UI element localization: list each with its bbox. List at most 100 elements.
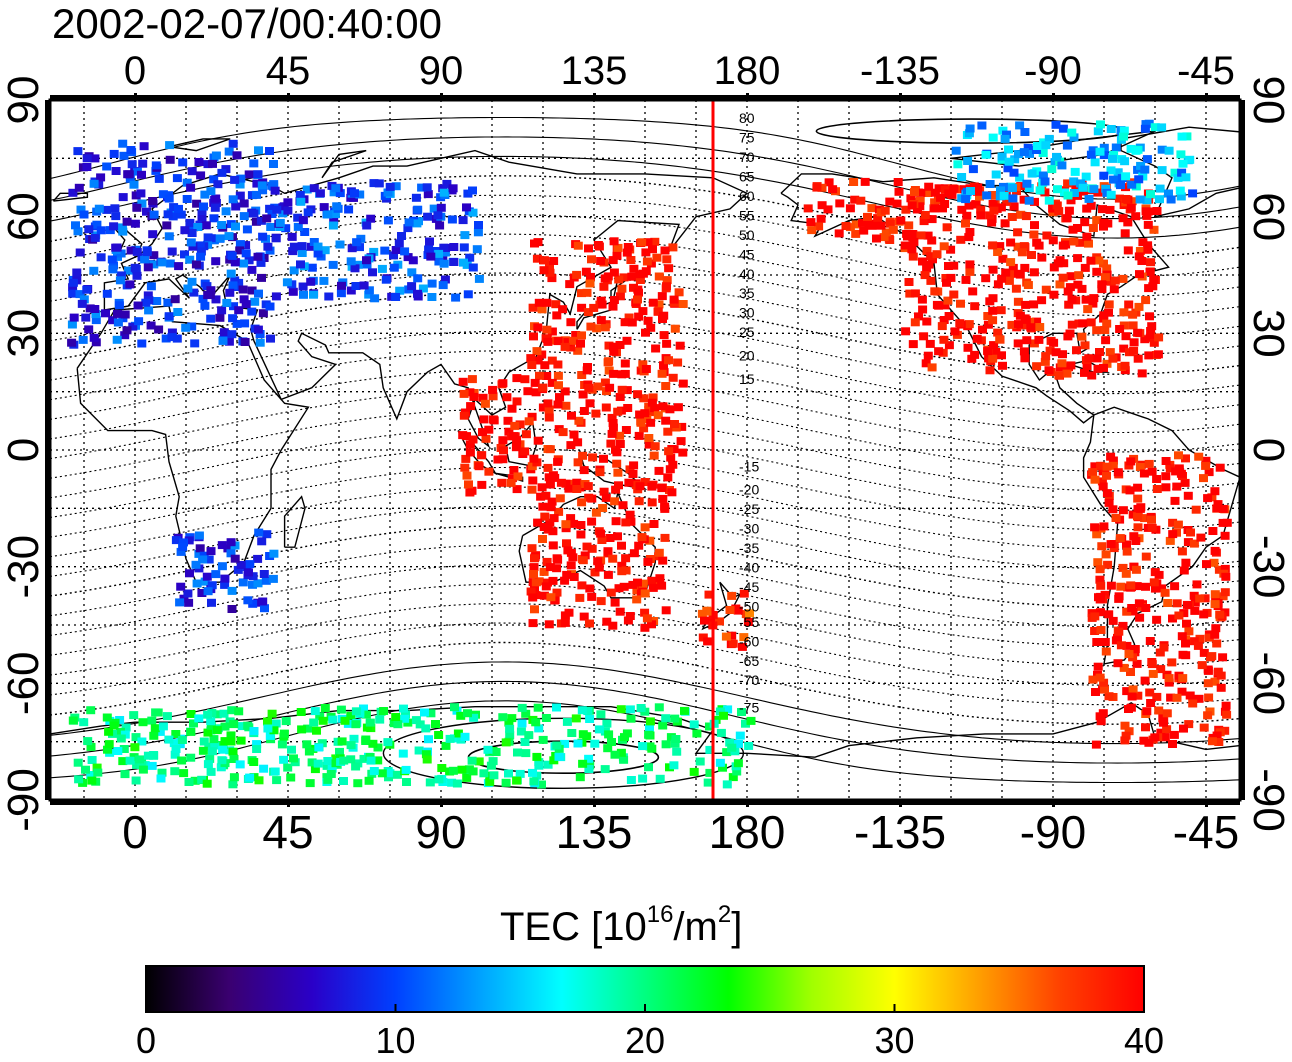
tec-cell <box>1172 693 1182 702</box>
tec-cell <box>904 221 914 230</box>
tec-cell <box>944 341 954 350</box>
tec-cell <box>533 518 543 527</box>
tec-cell <box>465 488 475 497</box>
contour-label: -65 <box>739 653 759 669</box>
tec-cell <box>1021 212 1031 221</box>
tec-cell <box>640 623 650 632</box>
tec-cell <box>117 223 127 232</box>
tec-cell <box>543 337 553 346</box>
tec-cell <box>1111 514 1121 522</box>
tec-cell <box>228 747 238 756</box>
tec-cell <box>672 747 682 756</box>
tec-cell <box>629 461 639 470</box>
tec-cell <box>1093 558 1103 567</box>
tec-cell <box>331 184 341 193</box>
tec-cell <box>237 722 247 731</box>
tec-cell <box>400 714 410 723</box>
tec-cell <box>1122 607 1132 616</box>
tec-cell <box>526 587 536 596</box>
colorbar-tick-label: 10 <box>375 1020 416 1061</box>
tec-cell <box>937 322 947 331</box>
tec-cell <box>109 222 119 231</box>
tec-cell <box>239 199 249 208</box>
tec-cell <box>1190 598 1200 607</box>
tec-cell <box>530 554 539 563</box>
tec-cell <box>479 415 489 424</box>
tec-cell <box>369 767 379 775</box>
tec-cell <box>473 228 483 237</box>
tec-cell <box>1147 322 1157 331</box>
tec-cell <box>447 778 457 787</box>
tec-cell <box>73 758 83 767</box>
tec-cell <box>900 241 910 250</box>
tec-cell <box>130 219 140 228</box>
contour-label: 70 <box>739 149 755 165</box>
tec-cell <box>1101 647 1111 656</box>
tec-cell <box>221 207 231 216</box>
tec-cell <box>427 293 437 301</box>
tec-cell <box>593 557 603 566</box>
tec-cell <box>162 712 172 721</box>
tec-cell <box>560 576 570 585</box>
top-lon-label: -90 <box>1024 49 1082 93</box>
tec-cell <box>235 246 245 255</box>
tec-cell <box>96 253 106 262</box>
tec-cell <box>507 714 517 723</box>
tec-cell <box>1118 274 1128 283</box>
tec-cell <box>322 761 332 770</box>
colorbar-tick-label: 0 <box>135 1020 157 1061</box>
tec-cell <box>901 327 911 336</box>
tec-cell <box>664 447 674 456</box>
contour-label: -70 <box>739 672 759 688</box>
tec-cell <box>329 216 339 225</box>
tec-cell <box>1182 600 1192 609</box>
tec-cell <box>610 598 620 607</box>
tec-cell <box>1133 523 1143 532</box>
tec-cell <box>1096 461 1106 470</box>
tec-cell <box>90 305 100 313</box>
tec-cell <box>172 334 182 343</box>
tec-cell <box>1092 326 1102 335</box>
tec-cell <box>613 532 622 541</box>
tec-cell <box>615 431 625 440</box>
tec-cell <box>467 756 477 765</box>
tec-cell <box>528 593 538 602</box>
tec-cell <box>1090 475 1100 484</box>
tec-cell <box>716 728 726 737</box>
contour-line <box>50 291 1240 375</box>
tec-cell <box>1126 203 1136 212</box>
tec-cell <box>442 179 452 188</box>
tec-cell <box>1192 580 1202 589</box>
tec-cell <box>337 737 347 746</box>
tec-cell <box>1144 738 1154 747</box>
tec-cell <box>68 278 78 287</box>
tec-cell <box>978 325 987 334</box>
tec-cell <box>703 778 713 787</box>
tec-cell <box>327 764 337 773</box>
tec-cell <box>93 768 103 777</box>
tec-cell <box>220 580 230 589</box>
tec-cell <box>572 485 582 493</box>
tec-cell <box>469 713 479 722</box>
tec-cell <box>288 247 298 256</box>
tec-cell <box>82 285 92 294</box>
tec-cell <box>462 203 471 212</box>
tec-cell <box>602 617 612 626</box>
tec-cell <box>997 152 1007 161</box>
tec-cell <box>1097 285 1107 294</box>
tec-cell <box>1004 157 1014 166</box>
tec-cell <box>650 442 660 451</box>
tec-cell <box>996 186 1005 195</box>
tec-cell <box>1137 369 1147 378</box>
tec-cell <box>138 159 148 168</box>
tec-cell <box>1174 611 1184 620</box>
tec-cell <box>635 276 645 284</box>
tec-cell <box>250 297 260 306</box>
tec-cell <box>1086 150 1096 159</box>
tec-cell <box>1058 350 1067 359</box>
tec-cell <box>806 218 816 227</box>
tec-cell <box>927 236 937 245</box>
tec-cell <box>841 222 851 230</box>
tec-cell <box>465 440 475 449</box>
tec-cell <box>73 147 83 156</box>
